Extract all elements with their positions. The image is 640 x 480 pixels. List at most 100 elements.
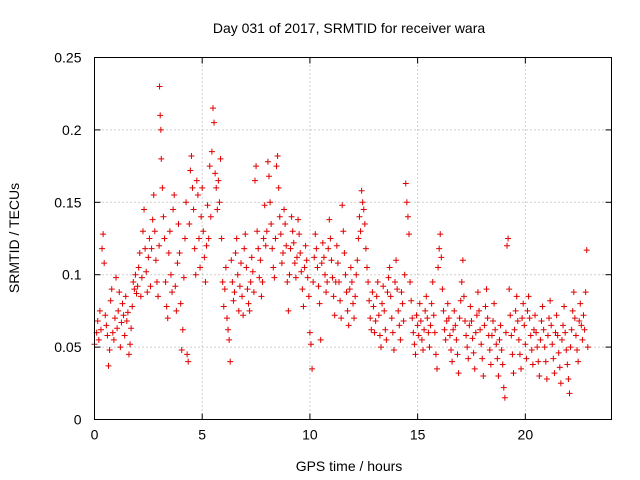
data-point xyxy=(575,358,582,365)
plot-frame xyxy=(94,57,612,420)
data-point xyxy=(170,206,177,213)
data-point xyxy=(192,271,199,278)
data-point xyxy=(215,177,222,184)
data-point xyxy=(449,358,456,365)
data-point xyxy=(105,362,112,369)
data-point xyxy=(225,326,232,333)
data-point xyxy=(440,307,447,314)
data-point xyxy=(162,278,169,285)
data-point xyxy=(137,293,144,300)
data-point xyxy=(493,341,500,348)
data-point xyxy=(107,297,114,304)
data-point xyxy=(420,346,427,353)
y-tick-label: 0.25 xyxy=(54,50,81,66)
data-point xyxy=(186,221,193,228)
data-point xyxy=(152,257,159,264)
data-point xyxy=(516,351,523,358)
data-point xyxy=(113,274,120,281)
data-point xyxy=(479,355,486,362)
data-point xyxy=(191,245,198,252)
data-point xyxy=(297,249,304,256)
data-point xyxy=(335,278,342,285)
data-point xyxy=(174,260,181,267)
data-point xyxy=(251,177,258,184)
data-point xyxy=(257,257,264,264)
data-point xyxy=(206,163,213,170)
data-point xyxy=(480,373,487,380)
data-point xyxy=(453,336,460,343)
data-point xyxy=(334,260,341,267)
data-point xyxy=(309,365,316,372)
data-point xyxy=(512,307,519,314)
data-point xyxy=(581,326,588,333)
data-point xyxy=(310,278,317,285)
data-point xyxy=(311,254,318,261)
data-point xyxy=(200,228,207,235)
data-point xyxy=(574,346,581,353)
data-point xyxy=(498,346,505,353)
data-point xyxy=(397,336,404,343)
data-point xyxy=(522,341,529,348)
y-tick-label: 0.15 xyxy=(54,194,81,210)
data-point xyxy=(303,257,310,264)
data-point xyxy=(117,344,124,351)
data-point xyxy=(281,206,288,213)
data-point xyxy=(494,355,501,362)
data-point xyxy=(239,293,246,300)
data-point xyxy=(351,315,358,322)
data-point xyxy=(469,335,476,342)
data-point xyxy=(221,286,228,293)
data-point xyxy=(250,289,257,296)
data-point xyxy=(228,257,235,264)
data-point xyxy=(513,293,520,300)
data-point xyxy=(194,192,201,199)
data-point xyxy=(324,278,331,285)
data-point xyxy=(570,289,577,296)
data-point xyxy=(536,373,543,380)
data-point xyxy=(435,264,442,271)
data-point xyxy=(260,235,267,242)
data-point xyxy=(541,344,548,351)
data-point xyxy=(301,264,308,271)
data-point xyxy=(422,307,429,314)
data-point xyxy=(415,332,422,339)
data-point xyxy=(400,318,407,325)
data-point xyxy=(271,274,278,281)
data-point xyxy=(394,286,401,293)
data-point xyxy=(291,260,298,267)
data-point xyxy=(151,228,158,235)
data-point xyxy=(357,228,364,235)
x-tick-label: 10 xyxy=(302,427,318,443)
data-point xyxy=(523,355,530,362)
data-point xyxy=(149,216,156,223)
data-point xyxy=(293,254,300,261)
data-point xyxy=(455,370,462,377)
data-point xyxy=(421,326,428,333)
data-point xyxy=(315,283,322,290)
data-point xyxy=(127,341,134,348)
data-point xyxy=(370,303,377,310)
data-point xyxy=(504,242,511,249)
data-point xyxy=(222,264,229,271)
data-point xyxy=(520,300,527,307)
data-point xyxy=(379,300,386,307)
data-point xyxy=(472,329,479,336)
data-point xyxy=(171,192,178,199)
data-point xyxy=(326,216,333,223)
data-point xyxy=(533,329,540,336)
data-point xyxy=(102,312,109,319)
data-point xyxy=(511,326,518,333)
data-point xyxy=(198,213,205,220)
data-point xyxy=(436,245,443,252)
data-point xyxy=(307,341,314,348)
data-point xyxy=(164,315,171,322)
data-point xyxy=(144,289,151,296)
data-point xyxy=(412,351,419,358)
data-point xyxy=(306,329,313,336)
data-point xyxy=(356,213,363,220)
data-point xyxy=(146,235,153,242)
data-point xyxy=(195,235,202,242)
data-point xyxy=(187,167,194,174)
data-point xyxy=(96,307,103,314)
data-point xyxy=(482,303,489,310)
